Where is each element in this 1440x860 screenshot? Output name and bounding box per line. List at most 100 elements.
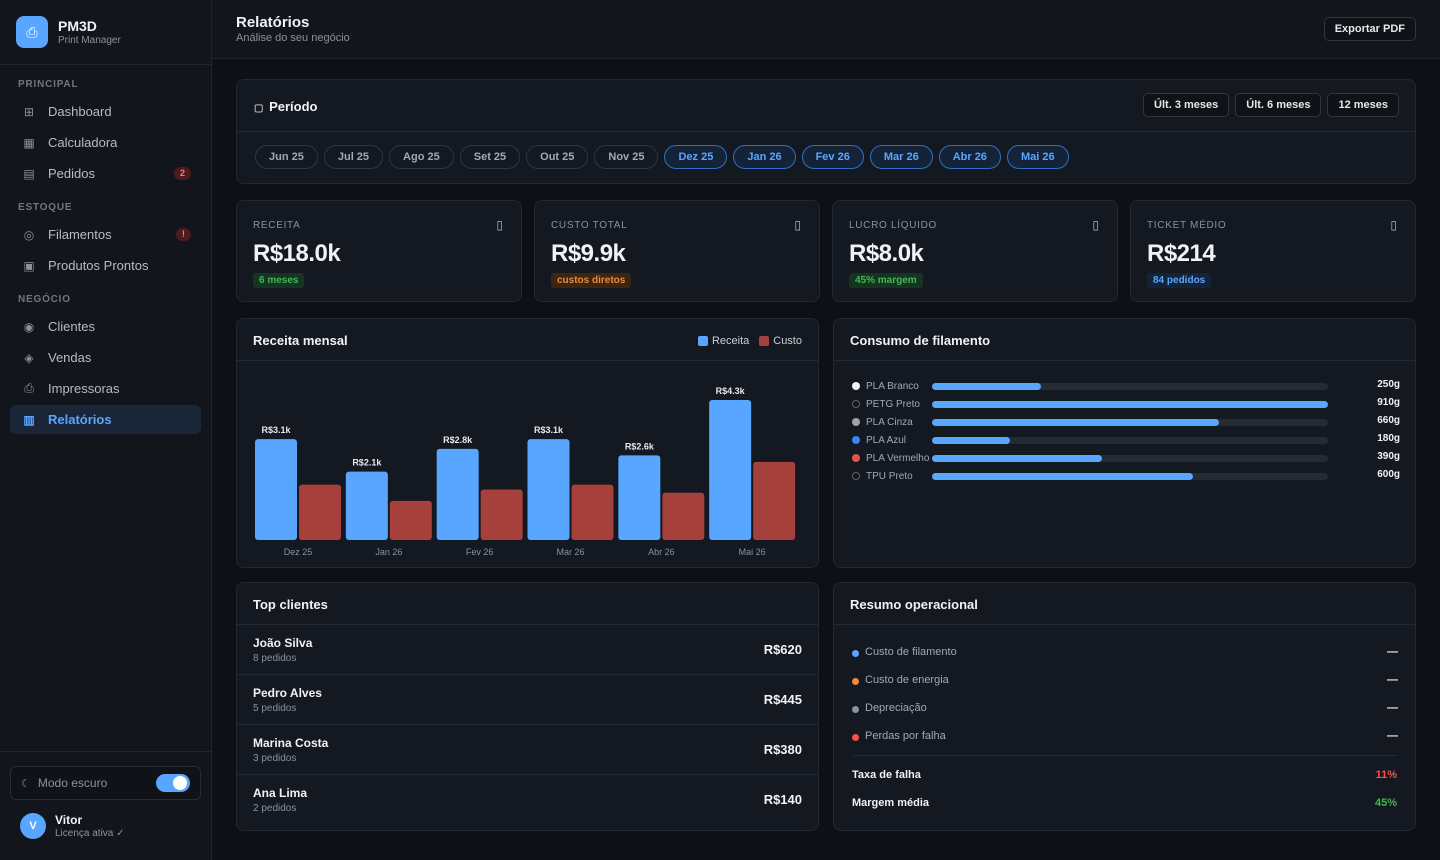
client-row[interactable]: Ana Lima 2 pedidos R$140 [237,775,818,825]
nav-section-title: NEGÓCIO [18,294,71,305]
panel-title: Consumo de filamento [850,333,991,348]
bar-data-label: R$2.6k [625,441,655,451]
custo-bar [662,492,705,540]
month-chip[interactable]: Mai 26 [1006,145,1069,169]
box-icon: ▣ [23,258,35,273]
filament-row: TPU Preto 600g [852,469,1400,483]
sidebar-item-pedidos[interactable]: ▤ Pedidos 2 [10,159,201,188]
cart-icon: ◈ [24,350,34,365]
bar-data-label: R$2.8k [443,435,473,445]
color-dot [852,454,860,462]
avg-margin-label: Margem média [852,797,930,809]
legend-item-receita: Receita [697,335,749,347]
sidebar-item-relatorios[interactable]: ▥ Relatórios [10,405,201,434]
color-dot [852,650,859,657]
ops-value: — [1387,646,1398,658]
usage-bar-track [932,473,1328,480]
sidebar-footer: ☾ Modo escuro V Vitor Licença ativa ✓ [0,751,211,860]
month-chip[interactable]: Mar 26 [869,145,933,169]
usage-bar-track [932,419,1328,426]
dark-mode-label: Modo escuro [37,776,108,790]
panel-title: Resumo operacional [850,597,978,612]
kpi-value: R$8.0k [849,240,924,267]
client-row[interactable]: João Silva 8 pedidos R$620 [237,625,818,675]
brand: ⎙ PM3D Print Manager [0,0,211,65]
sidebar-item-clientes[interactable]: ◉ Clientes [10,312,201,341]
kpi-badge: 84 pedidos [1147,273,1212,288]
ops-value: — [1387,674,1398,686]
x-tick-label: Mai 26 [739,547,766,557]
usage-bar-fill [932,383,1041,390]
filament-grams: 390g [1377,451,1400,462]
dark-mode-toggle-row[interactable]: ☾ Modo escuro [10,766,201,800]
filament-name: TPU Preto [866,470,913,482]
client-name: João Silva [253,636,313,650]
sidebar-item-produtos-prontos[interactable]: ▣ Produtos Prontos [10,251,201,280]
period-title: ▢ Período [254,99,317,114]
usage-bar-fill [932,437,1011,444]
month-chip[interactable]: Ago 25 [389,145,454,169]
usage-bar-fill [932,473,1194,480]
kpi-label: RECEITA [253,220,301,231]
range-button[interactable]: 12 meses [1327,93,1399,117]
kpi-card-receita: RECEITA ▯ R$18.0k 6 meses [236,200,522,302]
clipboard-icon: ▤ [23,166,35,181]
custo-bar [480,489,523,540]
chart-icon: ▥ [23,412,35,427]
sidebar-item-dashboard[interactable]: ⊞ Dashboard [10,97,201,126]
calendar-icon: ▢ [254,103,264,114]
usage-bar-fill [932,455,1102,462]
month-chip[interactable]: Jan 26 [733,145,796,169]
avg-margin-value: 45% [1374,797,1397,809]
color-dot [852,382,860,390]
usage-bar-fill [932,401,1328,408]
range-button[interactable]: Últ. 6 meses [1235,93,1322,117]
month-chip[interactable]: Out 25 [526,145,589,169]
receita-bar [618,455,661,540]
ticket-icon: ▯ [1390,218,1397,232]
client-name: Ana Lima [253,786,308,800]
filament-grams: 180g [1377,433,1400,444]
sidebar-item-label: Impressoras [48,381,120,396]
users-icon: ◉ [23,319,35,334]
printer-icon: ⎙ [16,16,48,48]
range-button[interactable]: Últ. 3 meses [1143,93,1230,117]
bar-data-label: R$3.1k [534,425,564,435]
receita-bar [345,471,388,540]
legend-item-custo: Custo [759,335,802,347]
dark-mode-switch[interactable] [156,774,190,792]
sidebar-item-filamentos[interactable]: ◎ Filamentos ! [10,220,201,249]
period-title-text: Período [269,99,318,114]
sidebar-item-impressoras[interactable]: ⎙ Impressoras [10,374,201,403]
revenue-bar-chart: R$3.1k Dez 25 R$2.1k Jan 26 R$2.8k Fev 26 R$3.… [255,386,796,557]
brand-subtitle: Print Manager [58,35,121,46]
failure-rate-value: 11% [1375,769,1397,781]
operational-summary-card: Resumo operacional Custo de filamento — Cu… [833,582,1416,831]
month-chip[interactable]: Jul 25 [323,145,384,169]
client-row[interactable]: Pedro Alves 5 pedidos R$445 [237,675,818,725]
client-row[interactable]: Marina Costa 3 pedidos R$380 [237,725,818,775]
sidebar-item-calculadora[interactable]: ▦ Calculadora [10,128,201,157]
kpi-badge: 45% margem [849,273,923,288]
month-chip[interactable]: Jun 25 [255,145,318,169]
month-chip[interactable]: Set 25 [459,145,521,169]
kpi-card-custo-total: CUSTO TOTAL ▯ R$9.9k custos diretos [534,200,820,302]
month-chip[interactable]: Abr 26 [938,145,1001,169]
usage-bar-fill [932,419,1220,426]
sidebar-item-vendas[interactable]: ◈ Vendas [10,343,201,372]
filament-consumption-card: Consumo de filamento PLA Branco 250g PETG … [833,318,1416,568]
month-chip[interactable]: Nov 25 [594,145,659,169]
sidebar: ⎙ PM3D Print Manager PRINCIPAL ⊞ Dashboa… [0,0,212,860]
filament-row: PLA Azul 180g [852,433,1400,447]
usage-bar-track [932,437,1328,444]
kpi-value: R$214 [1147,240,1216,267]
ops-label: Custo de filamento [865,646,957,658]
filament-grams: 660g [1377,415,1400,426]
color-dot [852,418,860,426]
export-pdf-button[interactable]: Exportar PDF [1323,17,1416,41]
user-profile[interactable]: V Vitor Licença ativa ✓ [10,813,201,839]
month-chip[interactable]: Fev 26 [801,145,864,169]
filament-name: PLA Azul [866,434,907,446]
month-chip[interactable]: Dez 25 [664,145,728,169]
legend-swatch [759,336,770,346]
